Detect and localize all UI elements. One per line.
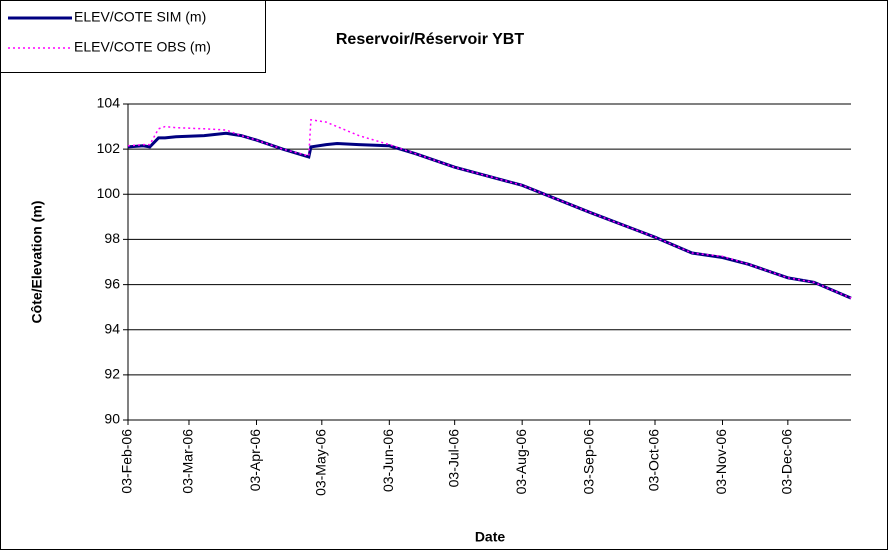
series-line (127, 118, 852, 299)
y-tick-label: 104 (97, 95, 121, 111)
y-tick-label: 90 (104, 411, 120, 427)
x-tick-label: 03-Mar-06 (180, 429, 196, 494)
y-tick-label: 102 (97, 140, 121, 156)
x-tick-label: 03-Apr-06 (247, 429, 263, 491)
legend-label: ELEV/COTE OBS (m) (74, 39, 211, 55)
x-tick-label: 03-May-06 (313, 429, 329, 496)
legend-label: ELEV/COTE SIM (m) (74, 9, 206, 25)
y-tick-label: 96 (104, 275, 120, 291)
x-tick-label: 03-Nov-06 (713, 429, 729, 495)
x-tick-label: 03-Oct-06 (646, 429, 662, 491)
x-tick-label: 03-Jul-06 (445, 429, 461, 488)
y-tick-label: 100 (97, 185, 121, 201)
x-tick-label: 03-Dec-06 (779, 429, 795, 495)
chart-title: Reservoir/Réservoir YBT (336, 31, 524, 48)
y-tick-label: 98 (104, 230, 120, 246)
y-tick-label: 94 (104, 320, 120, 336)
legend-box (0, 0, 266, 73)
x-tick-label: 03-Aug-06 (513, 429, 529, 495)
x-axis-label: Date (475, 529, 506, 545)
x-tick-label: 03-Feb-06 (119, 429, 135, 494)
x-tick-label: 03-Sep-06 (580, 429, 596, 495)
y-tick-label: 92 (104, 366, 120, 382)
y-axis-label: Côte/Elevation (m) (29, 201, 45, 324)
x-tick-label: 03-Jun-06 (380, 429, 396, 492)
